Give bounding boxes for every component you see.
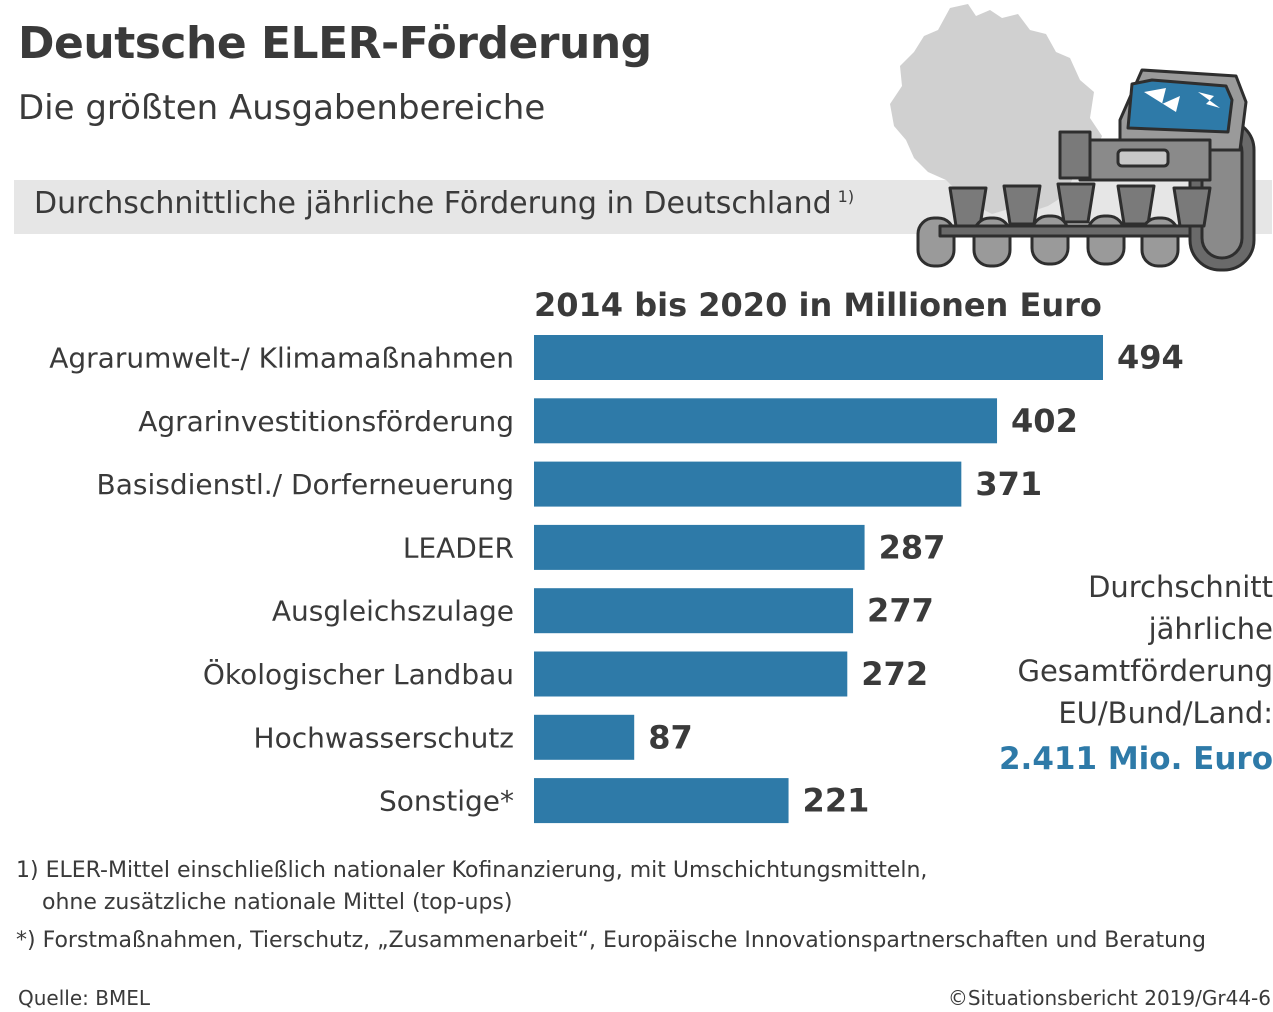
category-label: Sonstige* [379, 785, 514, 818]
banner-text: Durchschnittliche jährliche Förderung in… [34, 186, 832, 221]
source-label: Quelle: BMEL [18, 986, 150, 1010]
category-label: LEADER [403, 531, 514, 564]
value-label: 402 [1011, 402, 1078, 440]
value-label: 287 [879, 528, 946, 566]
value-label: 221 [803, 782, 870, 820]
summary-box: Durchschnitt jährliche Gesamtförderung E… [973, 566, 1273, 780]
bar [534, 651, 848, 697]
value-label: 371 [975, 465, 1042, 503]
footnote-1-line-1: 1) ELER-Mittel einschließlich nationaler… [16, 858, 928, 883]
banner: Durchschnittliche jährliche Förderung in… [34, 186, 854, 221]
tractor-icon [916, 68, 1256, 272]
copyright-label: ©Situationsbericht 2019/Gr44-6 [947, 986, 1271, 1010]
summary-line: Gesamtförderung [1017, 654, 1273, 688]
bar [534, 524, 865, 570]
bar [534, 714, 635, 760]
banner-footnote-ref: 1) [837, 187, 855, 206]
value-label: 494 [1117, 339, 1184, 377]
summary-line: Durchschnitt [1088, 570, 1273, 604]
chart-title: 2014 bis 2020 in Millionen Euro [534, 286, 1102, 324]
summary-value: 2.411 Mio. Euro [998, 741, 1273, 777]
value-label: 87 [648, 718, 693, 756]
value-label: 272 [861, 655, 928, 693]
illustration [890, 4, 1256, 272]
page-title: Deutsche ELER-Förderung [18, 18, 652, 69]
category-label: Ökologischer Landbau [203, 657, 514, 691]
bar-chart: Agrarumwelt-/ Klimamaßnahmen 494 Agrarinve… [49, 335, 1184, 824]
category-label: Basisdienstl./ Dorferneuerung [97, 468, 514, 501]
bar [534, 461, 962, 507]
value-label: 277 [867, 592, 934, 630]
page-subtitle: Die größten Ausgabenbereiche [18, 88, 546, 128]
summary-line: jährliche [1148, 612, 1273, 646]
category-label: Agrarinvestitionsförderung [138, 405, 514, 438]
germany-map-icon [890, 4, 1102, 214]
footnote-1-line-2: ohne zusätzliche nationale Mittel (top-u… [42, 890, 513, 915]
bar [534, 778, 789, 824]
bar [534, 335, 1103, 380]
category-label: Ausgleichszulage [272, 595, 514, 628]
bar [534, 398, 998, 444]
summary-line: EU/Bund/Land: [1058, 696, 1273, 730]
bar [534, 588, 854, 634]
category-label: Hochwasserschutz [254, 721, 514, 754]
category-label: Agrarumwelt-/ Klimamaßnahmen [49, 342, 514, 375]
footnote-2: *) Forstmaßnahmen, Tierschutz, „Zusammen… [16, 928, 1206, 953]
